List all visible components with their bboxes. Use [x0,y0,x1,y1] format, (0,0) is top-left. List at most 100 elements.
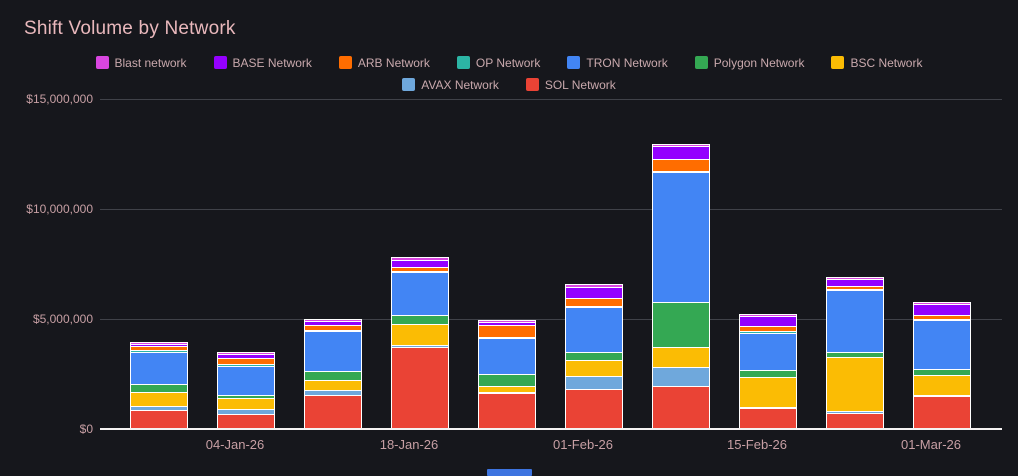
bar-segment-bsc-network[interactable] [914,374,970,395]
bar-segment-bsc-network[interactable] [305,380,361,391]
bar-segment-blast-network[interactable] [392,257,448,260]
bar-segment-blast-network[interactable] [914,302,970,305]
bar-segment-sol-network[interactable] [914,396,970,429]
bar-segment-tron-network[interactable] [653,172,709,303]
bar-segment-arb-network[interactable] [566,297,622,306]
bar-segment-base-network[interactable] [740,315,796,326]
legend-item-polygon-network[interactable]: Polygon Network [694,52,804,73]
bar-segment-arb-network[interactable] [131,346,187,351]
bar[interactable] [217,351,275,429]
bar-segment-blast-network[interactable] [305,318,361,322]
bar-segment-avax-network[interactable] [914,394,970,397]
bar-segment-arb-network[interactable] [740,325,796,331]
bar-segment-sol-network[interactable] [653,385,709,429]
bar-segment-op-network[interactable] [305,329,361,332]
bar-segment-blast-network[interactable] [827,276,883,279]
bar-segment-polygon-network[interactable] [131,384,187,392]
bar-segment-op-network[interactable] [479,336,535,339]
bar-segment-avax-network[interactable] [479,391,535,394]
bar-segment-sol-network[interactable] [827,413,883,429]
bar-segment-bsc-network[interactable] [392,323,448,346]
bar[interactable] [565,284,623,429]
bar-segment-base-network[interactable] [827,278,883,286]
bar-segment-bsc-network[interactable] [566,360,622,376]
bar-segment-base-network[interactable] [653,146,709,160]
bar-segment-tron-network[interactable] [305,331,361,371]
bar-segment-tron-network[interactable] [566,307,622,353]
bar[interactable] [652,143,710,429]
bar-segment-op-network[interactable] [131,350,187,353]
bar-segment-op-network[interactable] [392,270,448,273]
legend-item-sol-network[interactable]: SOL Network [525,74,616,95]
bar-segment-blast-network[interactable] [566,284,622,287]
legend-item-avax-network[interactable]: AVAX Network [402,74,499,95]
bar-segment-base-network[interactable] [479,321,535,326]
bar-segment-blast-network[interactable] [479,319,535,322]
bar-segment-sol-network[interactable] [131,410,187,429]
bar-segment-op-network[interactable] [827,289,883,291]
bar-segment-polygon-network[interactable] [392,315,448,324]
legend-item-op-network[interactable]: OP Network [456,52,540,73]
bar-segment-bsc-network[interactable] [653,347,709,367]
bar-segment-avax-network[interactable] [131,405,187,411]
bar-segment-polygon-network[interactable] [305,370,361,381]
bar[interactable] [304,318,362,429]
bar-segment-polygon-network[interactable] [914,368,970,375]
bar-segment-bsc-network[interactable] [479,385,535,392]
bar-segment-base-network[interactable] [914,304,970,316]
bar-segment-avax-network[interactable] [566,375,622,389]
bar-segment-blast-network[interactable] [131,341,187,344]
bar-segment-avax-network[interactable] [827,411,883,414]
bar-segment-avax-network[interactable] [392,345,448,348]
bar-segment-avax-network[interactable] [653,366,709,386]
bar-segment-arb-network[interactable] [218,358,274,364]
bar-segment-tron-network[interactable] [218,365,274,396]
bar-segment-avax-network[interactable] [740,406,796,409]
bar-segment-polygon-network[interactable] [566,352,622,361]
bar-segment-arb-network[interactable] [827,285,883,290]
bar[interactable] [739,313,797,429]
bar[interactable] [826,276,884,429]
bar[interactable] [478,319,536,429]
bar-segment-tron-network[interactable] [392,272,448,316]
legend-item-bsc-network[interactable]: BSC Network [831,52,922,73]
bar-segment-sol-network[interactable] [392,347,448,429]
legend-item-base-network[interactable]: BASE Network [213,52,312,73]
bar-segment-sol-network[interactable] [305,394,361,429]
horizontal-scrollbar-thumb[interactable] [487,469,532,476]
bar-segment-tron-network[interactable] [740,332,796,371]
bar-segment-arb-network[interactable] [653,159,709,171]
bar-segment-bsc-network[interactable] [218,398,274,409]
bar-segment-tron-network[interactable] [479,338,535,374]
bar-segment-polygon-network[interactable] [479,373,535,386]
bar-segment-arb-network[interactable] [914,315,970,319]
bar-segment-bsc-network[interactable] [740,377,796,407]
legend-item-tron-network[interactable]: TRON Network [567,52,668,73]
bar-segment-avax-network[interactable] [218,408,274,415]
bar-segment-base-network[interactable] [305,321,361,325]
legend-item-arb-network[interactable]: ARB Network [338,52,430,73]
bar-segment-arb-network[interactable] [479,325,535,337]
legend-item-blast-network[interactable]: Blast network [95,52,187,73]
bar-segment-op-network[interactable] [740,330,796,333]
bar-segment-tron-network[interactable] [827,290,883,353]
bar-segment-tron-network[interactable] [131,352,187,385]
bar-segment-blast-network[interactable] [740,313,796,316]
bar-segment-base-network[interactable] [218,353,274,359]
bar-segment-bsc-network[interactable] [131,391,187,406]
bar-segment-blast-network[interactable] [653,143,709,147]
bar-segment-sol-network[interactable] [740,408,796,429]
bar-segment-bsc-network[interactable] [827,357,883,412]
bar-segment-base-network[interactable] [566,286,622,298]
bar-segment-op-network[interactable] [653,170,709,173]
bar-segment-op-network[interactable] [218,363,274,366]
bar-segment-avax-network[interactable] [305,390,361,395]
bar-segment-arb-network[interactable] [392,266,448,271]
bar-segment-blast-network[interactable] [218,351,274,354]
bar[interactable] [913,302,971,429]
bar[interactable] [391,257,449,429]
bar-segment-base-network[interactable] [392,259,448,267]
bar-segment-op-network[interactable] [914,318,970,320]
bar-segment-op-network[interactable] [566,305,622,308]
bar-segment-tron-network[interactable] [914,319,970,369]
